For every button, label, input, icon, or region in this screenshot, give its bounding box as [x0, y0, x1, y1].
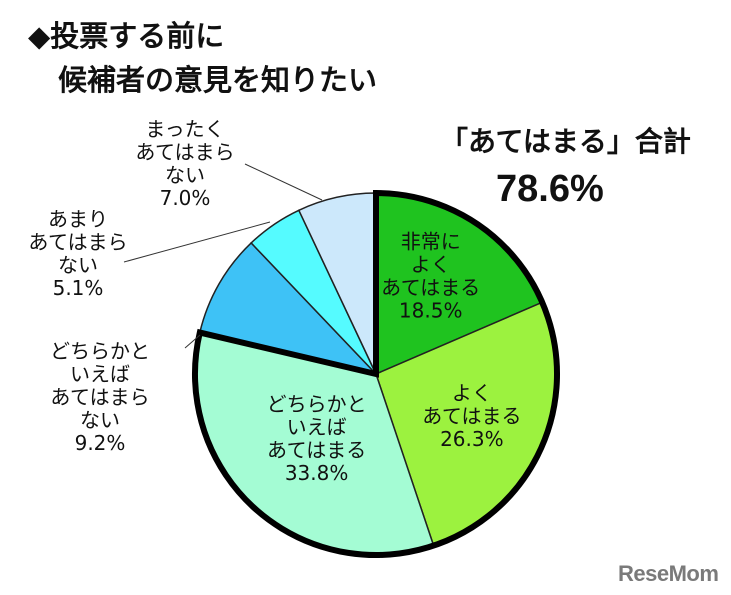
- slice-value: 18.5%: [399, 298, 463, 322]
- slice-label-line: あてはまら: [50, 385, 149, 409]
- slice-label-line: 非常に: [401, 229, 461, 253]
- slice-label-1: 非常によくあてはまる 18.5%: [381, 229, 480, 322]
- slice-label-line: いえば: [70, 362, 130, 386]
- slice-label-line: よく: [411, 252, 451, 276]
- leader-line-6: [244, 163, 323, 201]
- slice-label-3: どちらかといえばあてはまる 33.8%: [267, 392, 367, 485]
- leader-line-4: [184, 334, 201, 349]
- slice-value: 7.0%: [160, 186, 211, 210]
- slice-label-line: あてはまら: [135, 140, 234, 164]
- emphasis-outline: [192, 189, 560, 558]
- leader-line-5: [123, 221, 271, 263]
- slice-label-line: ない: [80, 408, 120, 432]
- slice-label-line: ない: [58, 253, 98, 277]
- slice-label-4: どちらかといえばあてはまらない 9.2%: [50, 339, 150, 455]
- slice-value: 5.1%: [53, 276, 104, 300]
- slice-label-line: あてはまる: [381, 275, 480, 299]
- slice-label-line: あまり: [48, 207, 108, 231]
- slice-label-line: あてはまる: [267, 438, 366, 462]
- slice-value: 26.3%: [440, 427, 504, 451]
- total-value: 78.6%: [496, 168, 604, 210]
- slice-label-line: どちらかと: [267, 392, 367, 416]
- slice-label-line: ない: [165, 163, 205, 187]
- chart-title-line1: ◆投票する前に: [28, 19, 225, 53]
- slice-label-2: よくあてはまる 26.3%: [422, 381, 521, 451]
- resemom-logo: ReseMom: [618, 561, 719, 586]
- slice-label-6: まったくあてはまらない 7.0%: [135, 117, 234, 210]
- slice-value: 9.2%: [75, 431, 126, 455]
- total-label: 「あてはまる」合計: [440, 125, 691, 158]
- slice-label-line: あてはまる: [422, 404, 521, 428]
- slice-label-5: あまりあてはまらない 5.1%: [28, 207, 127, 300]
- slice-label-line: よく: [452, 381, 492, 405]
- slice-value: 33.8%: [285, 461, 349, 485]
- slice-label-line: あてはまら: [28, 230, 127, 254]
- chart-title-line2: 候補者の意見を知りたい: [58, 63, 378, 97]
- slice-label-line: まったく: [145, 117, 224, 141]
- slice-label-line: どちらかと: [50, 339, 150, 363]
- slice-label-line: いえば: [287, 415, 347, 439]
